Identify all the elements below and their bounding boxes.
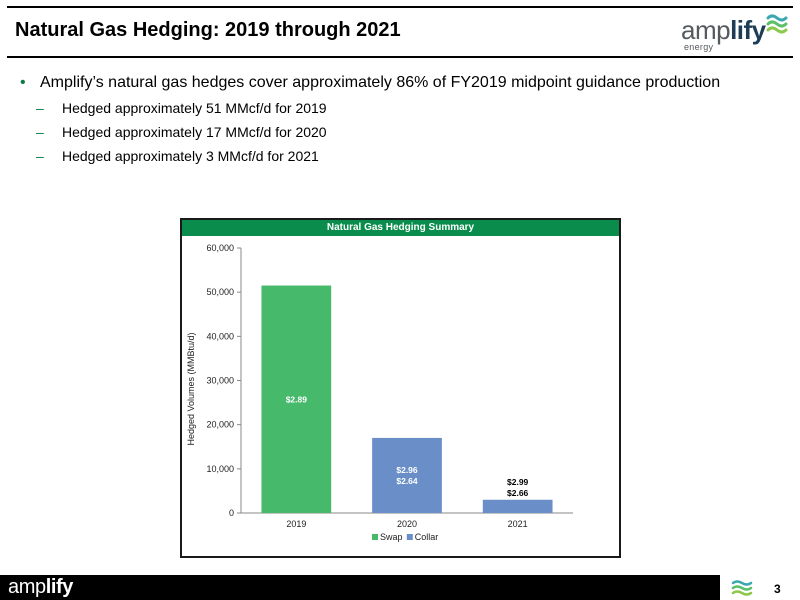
logo-wordmark: amplify: [681, 15, 766, 45]
bullet-list: • Amplify’s natural gas hedges cover app…: [18, 72, 788, 165]
dash-icon: –: [36, 100, 44, 116]
y-tick-label: 50,000: [206, 287, 234, 297]
y-tick-label: 60,000: [206, 243, 234, 253]
logo-waves-icon: [766, 14, 788, 34]
footer-logo: amplify: [8, 576, 74, 598]
y-tick-label: 20,000: [206, 420, 234, 430]
x-tick-label: 2020: [397, 519, 417, 529]
footer-waves-icon: [731, 580, 753, 596]
dash-icon: –: [36, 148, 44, 164]
legend-label: Swap: [380, 532, 403, 542]
x-tick-label: 2019: [286, 519, 306, 529]
bar-data-label: $2.64: [396, 476, 418, 486]
hedging-bar-chart: 0 10,000 20,000 30,000 40,000 50,000 60,000 201…: [206, 243, 573, 542]
dash-icon: –: [36, 124, 44, 140]
legend-label: Collar: [415, 532, 439, 542]
x-tick-label: 2021: [508, 519, 528, 529]
y-tick-label: 40,000: [206, 331, 234, 341]
header-bottom-rule: [7, 56, 793, 58]
y-tick-label: 30,000: [206, 376, 234, 386]
legend-swatch-swap: [372, 534, 378, 540]
sub-bullet: – Hedged approximately 51 MMcf/d for 201…: [18, 100, 788, 117]
sub-bullet: – Hedged approximately 17 MMcf/d for 202…: [18, 124, 788, 141]
sub-bullet-text: Hedged approximately 51 MMcf/d for 2019: [62, 100, 327, 116]
main-bullet-text: Amplify’s natural gas hedges cover appro…: [40, 74, 721, 91]
chart-panel: Natural Gas Hedging Summary Hedged Volum…: [180, 218, 621, 558]
amplify-logo: amplify energy: [677, 12, 789, 52]
bullet-dot-icon: •: [20, 74, 26, 91]
main-bullet: • Amplify’s natural gas hedges cover app…: [18, 72, 788, 93]
logo-subtitle: energy: [684, 42, 714, 52]
sub-bullet: – Hedged approximately 3 MMcf/d for 2021: [18, 148, 788, 165]
sub-bullet-text: Hedged approximately 17 MMcf/d for 2020: [62, 124, 327, 140]
bar-collar: [482, 499, 553, 513]
bar-data-label: $2.99: [507, 477, 529, 487]
chart-panel-title: Natural Gas Hedging Summary: [182, 220, 619, 236]
bar-swap: [261, 285, 332, 513]
header-top-rule: [7, 6, 793, 8]
page-title: Natural Gas Hedging: 2019 through 2021: [15, 19, 401, 41]
footer-bar: amplify: [0, 575, 720, 600]
y-tick-label: 10,000: [206, 464, 234, 474]
legend-swatch-collar: [406, 534, 413, 540]
bar-collar: [372, 437, 442, 513]
page-number: 3: [774, 582, 781, 596]
bar-data-label: $2.66: [507, 488, 529, 498]
sub-bullet-text: Hedged approximately 3 MMcf/d for 2021: [62, 148, 319, 164]
bar-data-label: $2.89: [286, 394, 308, 404]
y-tick-label: 0: [229, 508, 234, 518]
bar-data-label: $2.96: [396, 465, 418, 475]
